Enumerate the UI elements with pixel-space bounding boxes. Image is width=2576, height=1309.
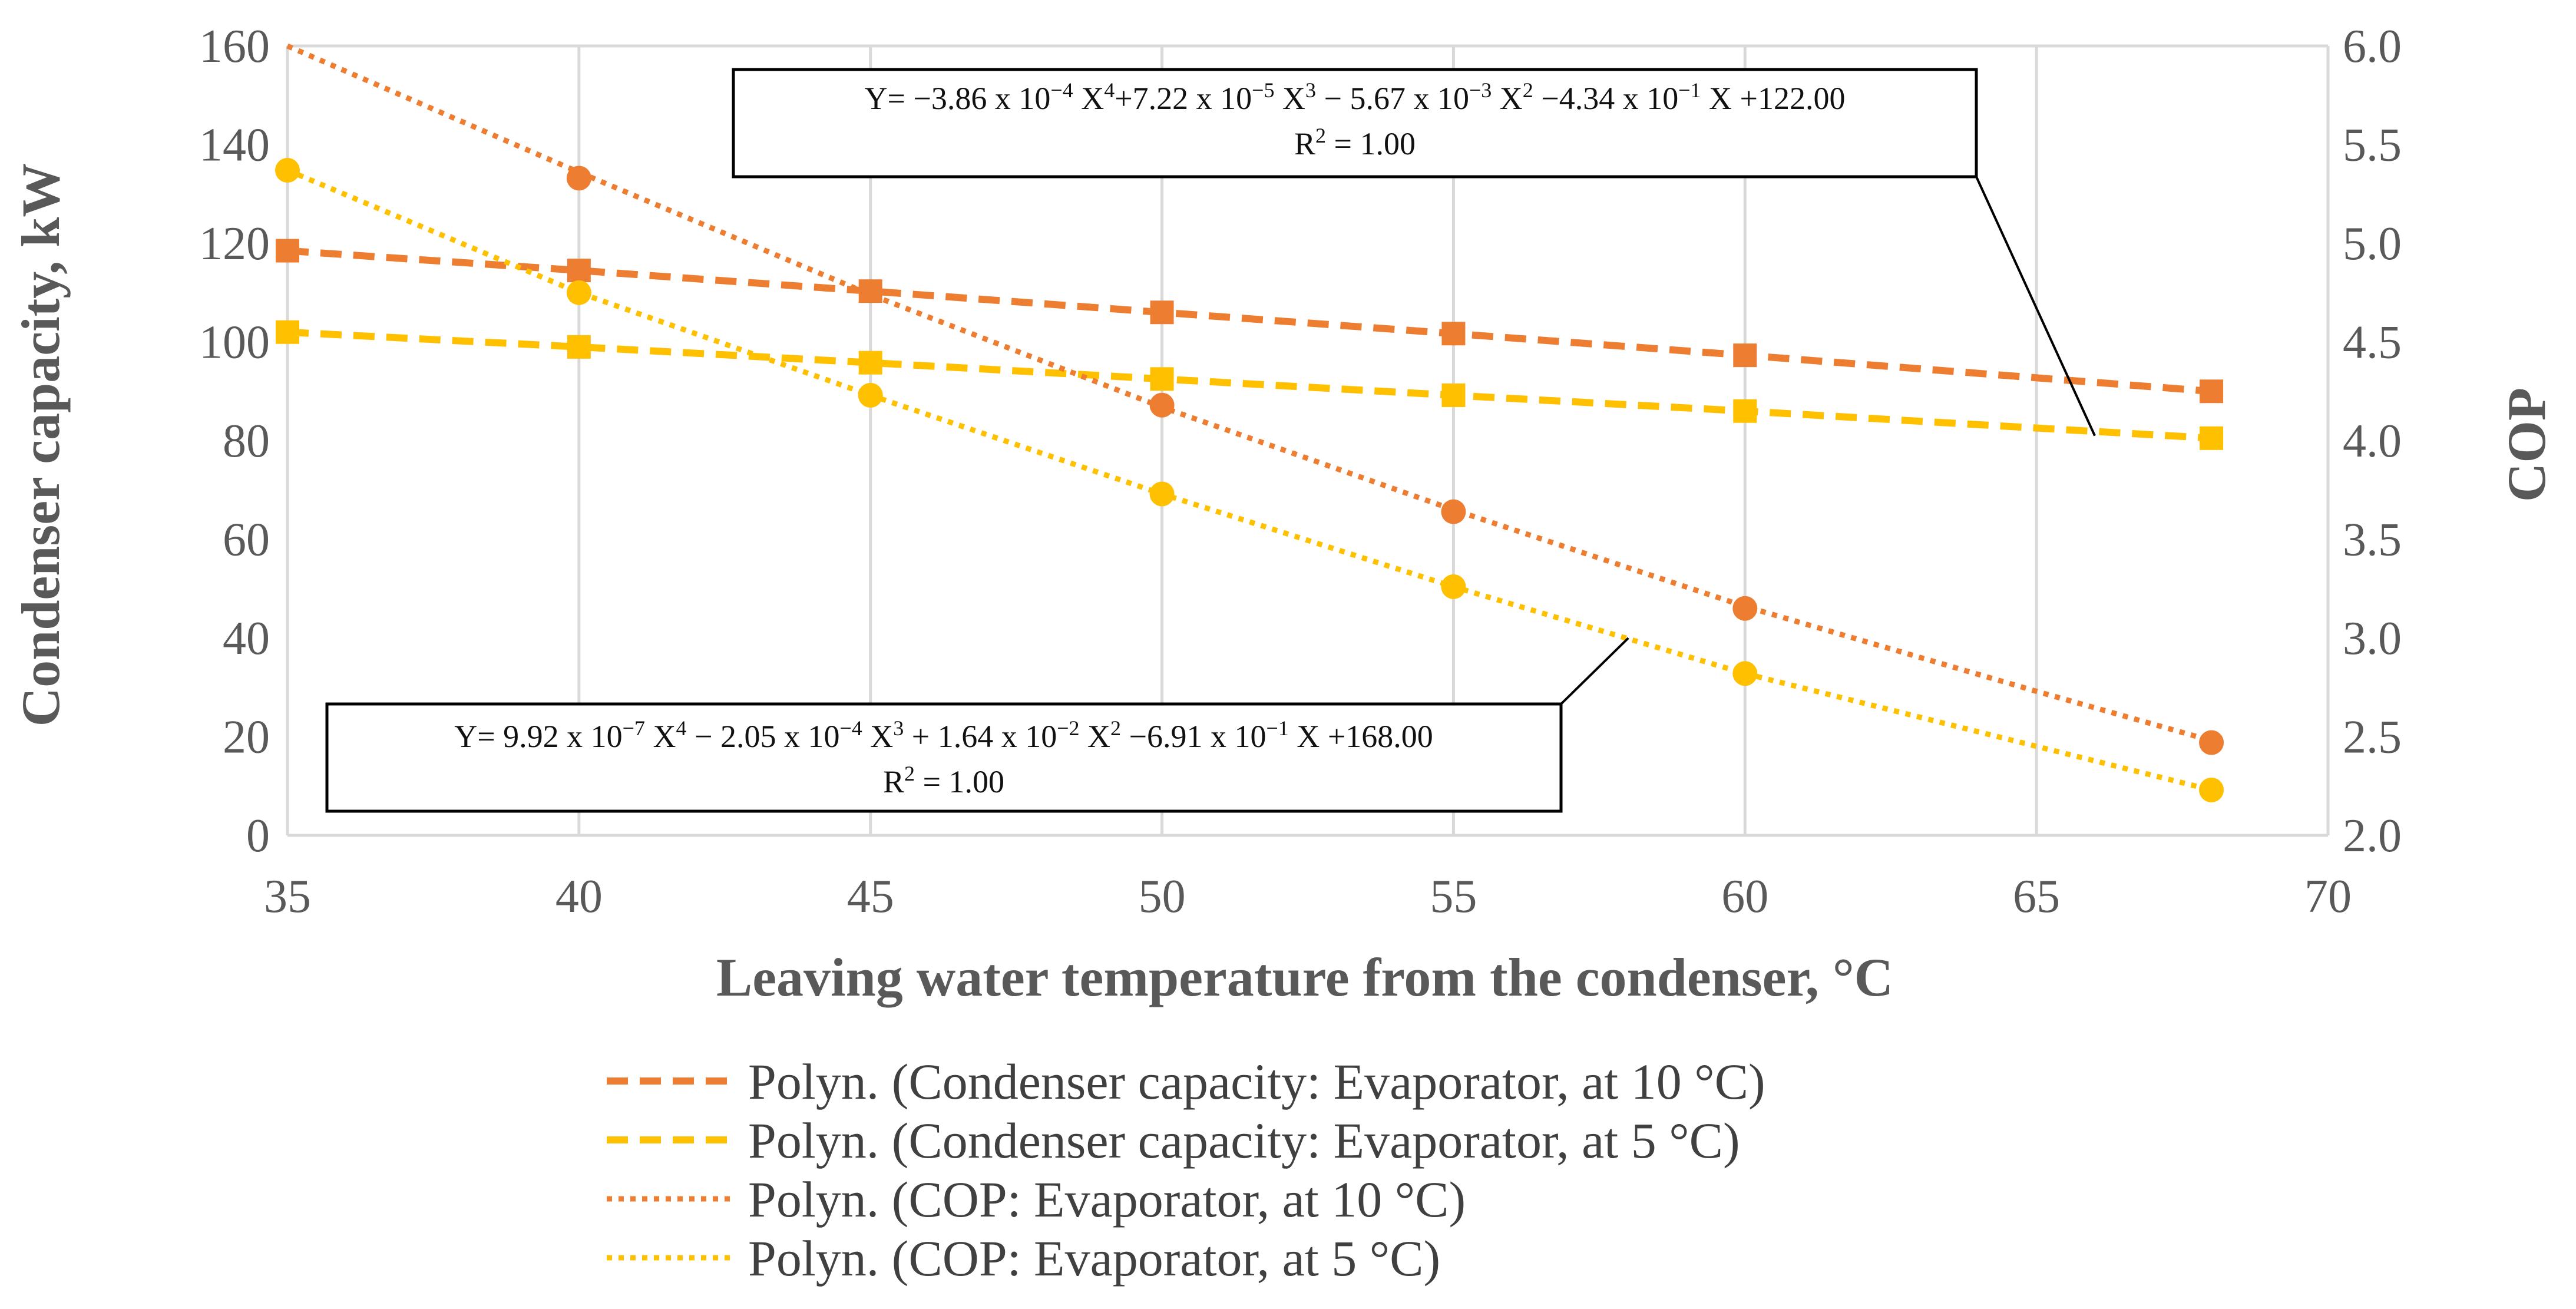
legend-label: Polyn. (Condenser capacity: Evaporator, … — [748, 1053, 1765, 1110]
data-point — [1441, 383, 1466, 407]
data-point — [1150, 367, 1174, 391]
data-point — [567, 335, 591, 359]
y-left-tick-label: 80 — [223, 415, 270, 467]
y-right-tick-label: 5.5 — [2343, 120, 2402, 171]
data-point — [1149, 481, 1175, 507]
equation-box-capacity: Y= −3.86 x 10−4 X4+7.22 x 10−5 X3 − 5.67… — [732, 68, 2096, 437]
series-3 — [275, 158, 2224, 802]
x-tick-label: 50 — [1139, 871, 1186, 923]
y-axis-left-title: Condenser capacity, kW — [11, 163, 71, 727]
data-point — [566, 166, 591, 191]
x-tick-label: 55 — [1430, 871, 1477, 923]
equation-box-cop: Y= 9.92 x 10−7 X4 − 2.05 x 10−4 X3 + 1.6… — [325, 637, 1629, 813]
x-tick-label: 70 — [2304, 871, 2352, 923]
data-point — [858, 351, 882, 375]
data-point — [1149, 392, 1175, 418]
data-point — [2199, 730, 2224, 755]
tick-labels: 35 40 45 50 55 60 65 70 0 20 40 60 80 100 120 140 160 2.0… — [199, 21, 2402, 923]
data-point — [276, 239, 299, 263]
equation-text: Y= −3.86 x 10−4 X4+7.22 x 10−5 X3 − 5.67… — [864, 78, 1845, 116]
series-0 — [276, 239, 2224, 404]
y-left-tick-label: 20 — [223, 712, 270, 763]
r-squared-text: R2 = 1.00 — [1294, 124, 1416, 161]
r-squared-text: R2 = 1.00 — [883, 762, 1004, 799]
data-point — [275, 158, 300, 183]
plot-frame — [287, 44, 2328, 837]
data-point — [2200, 426, 2224, 450]
legend: Polyn. (Condenser capacity: Evaporator, … — [607, 1053, 1765, 1287]
data-point — [1441, 322, 1466, 346]
y-right-tick-label: 4.5 — [2343, 317, 2402, 369]
equation-box — [325, 702, 1563, 813]
data-point — [1733, 343, 1757, 368]
legend-item: Polyn. (Condenser capacity: Evaporator, … — [607, 1053, 1765, 1110]
series-layer — [275, 43, 2224, 802]
y-left-tick-label: 160 — [199, 21, 270, 72]
y-axis-right-title: COP — [2496, 388, 2557, 502]
data-point — [1150, 300, 1174, 325]
data-point — [2199, 777, 2224, 802]
y-right-tick-label: 6.0 — [2343, 21, 2402, 72]
data-point — [567, 259, 591, 283]
data-point — [2200, 379, 2224, 404]
y-left-tick-label: 60 — [223, 514, 270, 566]
data-point — [1441, 499, 1466, 524]
equation-box — [732, 68, 1978, 178]
y-right-tick-label: 3.5 — [2343, 514, 2402, 566]
x-axis-title: Leaving water temperature from the conde… — [716, 947, 1893, 1007]
y-right-tick-label: 2.5 — [2343, 712, 2402, 763]
y-right-tick-label: 5.0 — [2343, 218, 2402, 270]
equation-leader-line — [1975, 176, 2096, 437]
legend-item: Polyn. (COP: Evaporator, at 5 °C) — [607, 1230, 1440, 1287]
y-right-tick-label: 2.0 — [2343, 810, 2402, 862]
x-tick-label: 45 — [847, 871, 894, 923]
y-right-tick-label: 3.0 — [2343, 613, 2402, 665]
legend-label: Polyn. (COP: Evaporator, at 10 °C) — [748, 1171, 1466, 1228]
x-tick-label: 40 — [555, 871, 603, 923]
x-tick-label: 60 — [1721, 871, 1768, 923]
y-left-tick-label: 40 — [223, 613, 270, 665]
legend-item: Polyn. (COP: Evaporator, at 10 °C) — [607, 1171, 1466, 1228]
x-tick-label: 65 — [2013, 871, 2060, 923]
series-1 — [276, 320, 2224, 450]
y-right-tick-label: 4.0 — [2343, 415, 2402, 467]
legend-label: Polyn. (COP: Evaporator, at 5 °C) — [748, 1230, 1440, 1287]
data-point — [566, 280, 591, 305]
y-left-tick-label: 120 — [199, 218, 270, 270]
data-point — [1732, 661, 1758, 686]
data-point — [276, 320, 299, 344]
x-tick-label: 35 — [264, 871, 311, 923]
legend-label: Polyn. (Condenser capacity: Evaporator, … — [748, 1112, 1740, 1169]
equation-leader-line — [1560, 637, 1629, 705]
data-point — [1733, 399, 1757, 423]
y-left-tick-label: 140 — [199, 120, 270, 171]
data-point — [858, 382, 883, 408]
data-point — [1441, 574, 1466, 599]
y-left-tick-label: 100 — [199, 317, 270, 369]
series-2 — [286, 43, 2224, 755]
equation-text: Y= 9.92 x 10−7 X4 − 2.05 x 10−4 X3 + 1.6… — [454, 716, 1433, 754]
y-left-tick-label: 0 — [246, 810, 270, 862]
legend-item: Polyn. (Condenser capacity: Evaporator, … — [607, 1112, 1740, 1169]
data-point — [1732, 596, 1758, 621]
series-trendline — [286, 43, 2213, 743]
